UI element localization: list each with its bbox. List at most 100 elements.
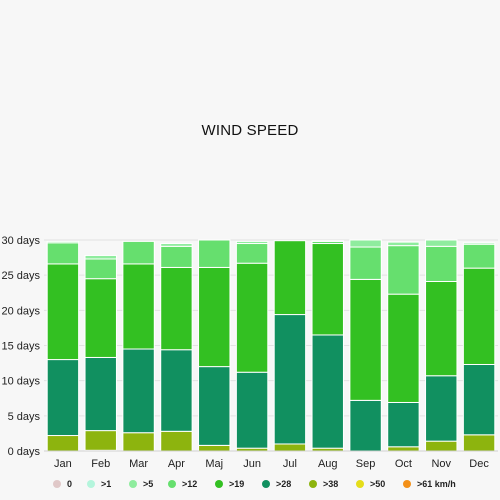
bar-segment[interactable] [462, 434, 496, 452]
x-tick-label: Maj [205, 458, 223, 470]
bar-stack-nov [425, 239, 458, 452]
bar-segment[interactable] [349, 239, 382, 248]
x-tick-label: Sep [356, 458, 376, 470]
x-tick-label: Nov [431, 458, 451, 470]
bar-segment[interactable] [160, 430, 193, 452]
x-tick-label: Jun [243, 458, 261, 470]
legend-label: >1 [101, 479, 111, 489]
bar-segment[interactable] [273, 443, 307, 452]
y-tick-label: 10 days [1, 376, 40, 388]
legend-swatch [129, 480, 137, 488]
x-tick-label: Dec [469, 458, 489, 470]
y-tick-label: 25 days [1, 270, 40, 282]
bar-segment[interactable] [84, 430, 117, 451]
bar-segment[interactable] [387, 446, 420, 452]
bar-segment[interactable] [46, 240, 80, 244]
legend-swatch [53, 480, 61, 488]
legend-item[interactable]: >61 km/h [403, 479, 456, 489]
legend-item[interactable]: >12 [168, 479, 197, 489]
legend: 0 >1 >5 >12 >19 >28 >38 >50 >61 km/h [53, 479, 456, 489]
x-tick-label: Jan [54, 458, 72, 470]
bar-segment[interactable] [198, 266, 231, 368]
bar-stack-aug [311, 240, 344, 452]
bar-segment[interactable] [122, 240, 155, 265]
legend-swatch [403, 480, 411, 488]
bar-segment[interactable] [425, 375, 458, 442]
bar-segment[interactable] [46, 359, 80, 437]
bar-stack-feb [84, 254, 117, 452]
bar-segment[interactable] [425, 239, 458, 247]
bar-segment[interactable] [462, 363, 496, 436]
bar-segment[interactable] [462, 243, 496, 269]
bar-segment[interactable] [198, 366, 231, 446]
bar-segment[interactable] [349, 399, 382, 452]
bar-segment[interactable] [122, 263, 155, 350]
y-tick-label: 30 days [1, 235, 40, 247]
legend-item[interactable]: >5 [129, 479, 153, 489]
bar-stack-sep [349, 239, 382, 452]
bar-segment[interactable] [122, 432, 155, 452]
bar-segment[interactable] [425, 440, 458, 452]
bar-segment[interactable] [160, 349, 193, 432]
x-tick-label: Oct [395, 458, 412, 470]
legend-item[interactable]: >19 [215, 479, 244, 489]
axis-layer: 0 days 5 days 10 days 15 days 20 days 25 days… [1, 235, 498, 470]
bar-segment[interactable] [462, 242, 496, 245]
bar-segment[interactable] [425, 280, 458, 377]
x-tick-label: Aug [318, 458, 338, 470]
x-tick-label: Jul [283, 458, 297, 470]
bar-segment[interactable] [198, 444, 231, 452]
bar-segment[interactable] [387, 241, 420, 247]
legend-label: >19 [229, 479, 244, 489]
bar-segment[interactable] [122, 348, 155, 434]
legend-label: >28 [276, 479, 291, 489]
legend-item[interactable]: 0 [53, 479, 72, 489]
bar-segment[interactable] [235, 371, 269, 449]
bar-segment[interactable] [425, 245, 458, 282]
y-tick-label: 0 days [8, 446, 41, 458]
bar-segment[interactable] [235, 243, 269, 264]
bar-segment[interactable] [311, 240, 344, 242]
bar-segment[interactable] [349, 246, 382, 280]
bar-segment[interactable] [46, 242, 80, 265]
bar-segment[interactable] [84, 254, 117, 260]
bar-segment[interactable] [311, 334, 344, 449]
bar-segment[interactable] [235, 240, 269, 245]
bar-segment[interactable] [160, 245, 193, 268]
bar-segment[interactable] [84, 258, 117, 280]
bar-segment[interactable] [84, 356, 117, 432]
bar-segment[interactable] [198, 239, 231, 268]
bar-segment[interactable] [160, 266, 193, 351]
bar-segment[interactable] [84, 278, 117, 358]
bar-stack-dec [462, 242, 496, 452]
bar-segment[interactable] [160, 243, 193, 247]
bar-stack-mar [122, 240, 155, 452]
bar-segment[interactable] [235, 262, 269, 373]
legend-label: >12 [182, 479, 197, 489]
bar-segment[interactable] [311, 243, 344, 336]
bar-stack-apr [160, 243, 193, 452]
bar-segment[interactable] [273, 314, 307, 445]
bar-stack-jan [46, 240, 80, 452]
legend-item[interactable]: >50 [356, 479, 385, 489]
legend-item[interactable]: >28 [262, 479, 291, 489]
x-tick-label: Mar [129, 458, 148, 470]
bar-segment[interactable] [273, 240, 307, 316]
legend-swatch [262, 480, 270, 488]
bar-segment[interactable] [387, 401, 420, 448]
y-tick-label: 5 days [8, 411, 41, 423]
bar-segment[interactable] [349, 278, 382, 401]
legend-item[interactable]: >1 [87, 479, 111, 489]
bar-stack-jun [235, 240, 269, 452]
legend-label: >61 km/h [417, 479, 456, 489]
bar-segment[interactable] [387, 245, 420, 295]
legend-item[interactable]: >38 [309, 479, 338, 489]
legend-label: >50 [370, 479, 385, 489]
bar-segment[interactable] [387, 293, 420, 403]
bar-segment[interactable] [46, 435, 80, 452]
bar-segment[interactable] [46, 263, 80, 361]
bar-segment[interactable] [462, 267, 496, 365]
bar-stack-jul [273, 240, 307, 452]
legend-swatch [87, 480, 95, 488]
